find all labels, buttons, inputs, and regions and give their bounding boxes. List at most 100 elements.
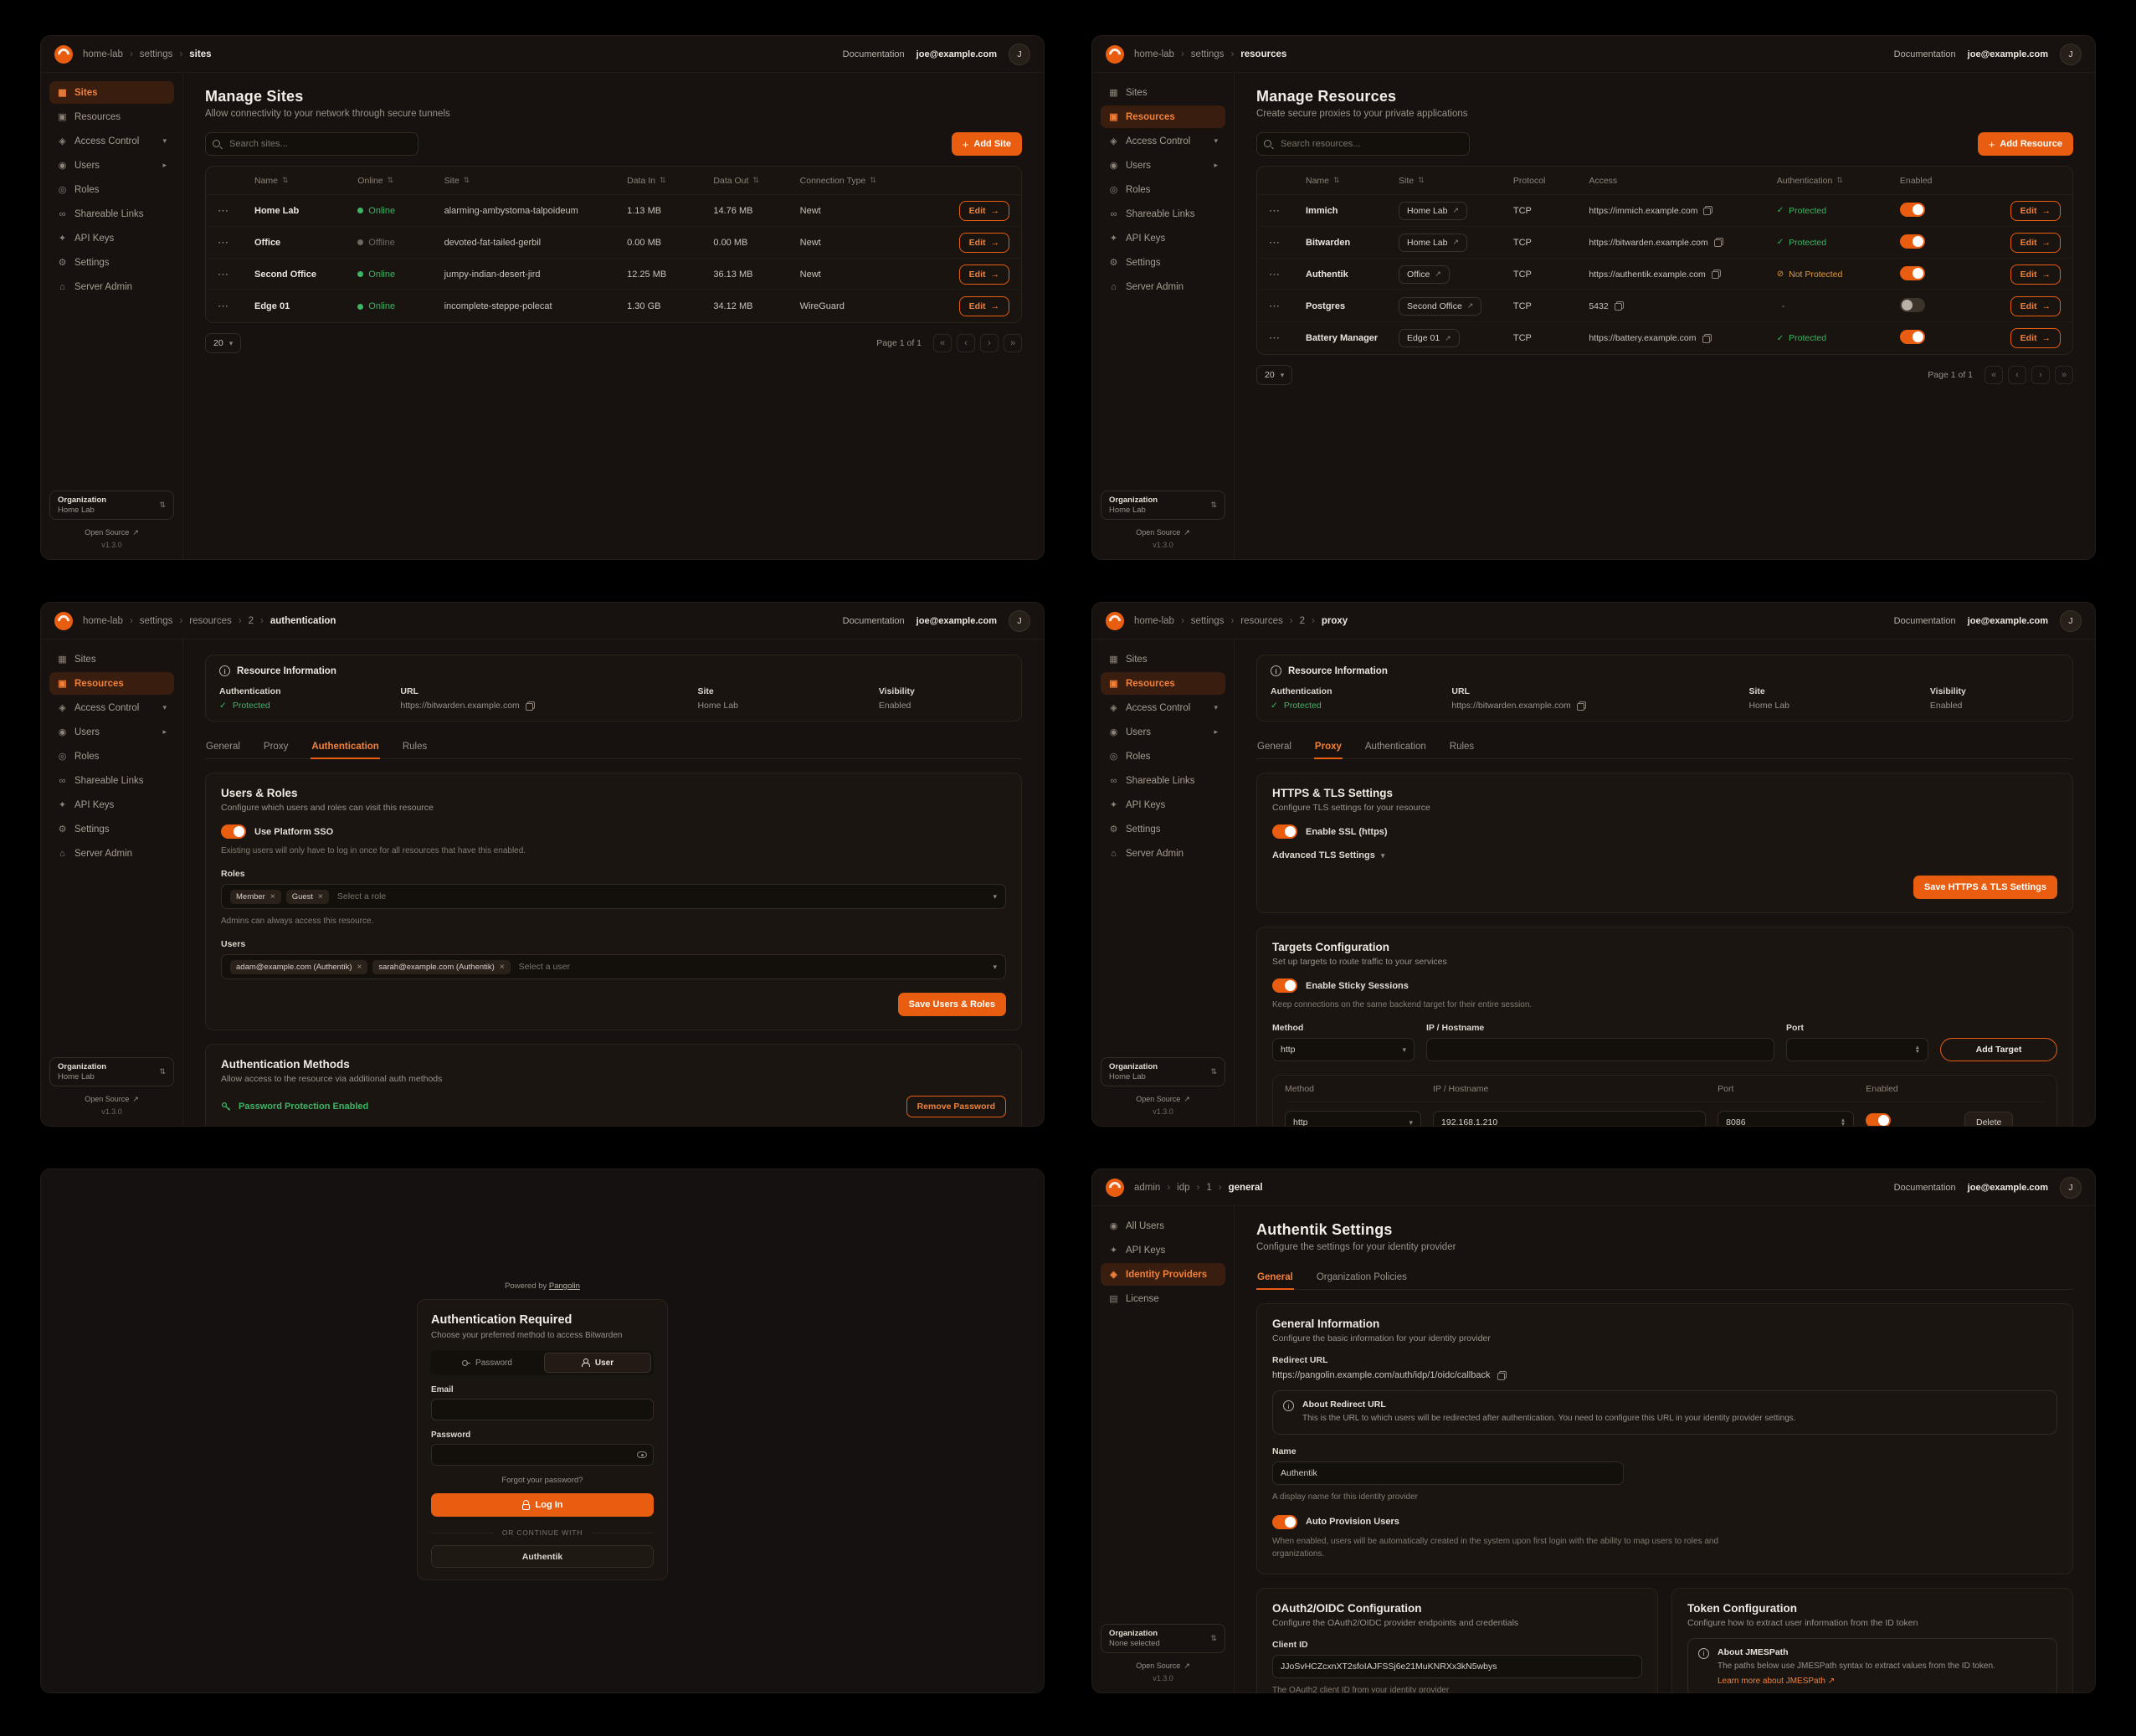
sidebar-item[interactable]: ∞ Shareable Links (1101, 769, 1225, 792)
remove-chip-icon[interactable]: × (499, 962, 505, 972)
tab[interactable]: General (1257, 742, 1291, 752)
target-method-select[interactable]: http ▾ (1285, 1111, 1422, 1126)
tab[interactable]: Proxy (263, 742, 289, 752)
copy-icon[interactable] (1614, 301, 1624, 311)
enabled-toggle[interactable] (1899, 265, 1925, 280)
breadcrumb-item[interactable]: admin (1134, 1182, 1161, 1193)
sidebar-item[interactable]: ✦ API Keys (1101, 227, 1225, 249)
enable-ssl-toggle[interactable] (1272, 824, 1297, 839)
column-header[interactable]: Name ⇅ (254, 175, 289, 186)
roles-select[interactable]: Member × Guest × Select a role ▾ (221, 884, 1006, 909)
auth-method-tab[interactable]: User (544, 1353, 651, 1373)
breadcrumb-item[interactable]: 1 (1190, 1183, 1211, 1193)
sidebar-item[interactable]: ◈ Access Control ▾ (49, 130, 174, 152)
add-target-button[interactable]: Add Target (1940, 1038, 2057, 1061)
sidebar-item[interactable]: ✦ API Keys (49, 227, 174, 249)
remove-chip-icon[interactable]: × (318, 891, 323, 901)
sidebar-item[interactable]: ▦ Sites (49, 648, 174, 670)
last-page-button[interactable]: » (2055, 366, 2073, 384)
search-input[interactable] (205, 132, 418, 156)
sidebar-item[interactable]: ◉ Users ▸ (49, 154, 174, 177)
tab[interactable]: Authentication (311, 735, 380, 759)
breadcrumb-item[interactable]: 2 (1283, 616, 1305, 626)
sidebar-item[interactable]: ◉ Users ▸ (1101, 721, 1225, 743)
avatar[interactable]: J (1009, 43, 1030, 65)
client-id-input[interactable] (1272, 1654, 1642, 1678)
sidebar-item[interactable]: ◎ Roles (1101, 745, 1225, 768)
save-users-roles-button[interactable]: Save Users & Roles (897, 993, 1006, 1016)
sidebar-item[interactable]: ◉ Users ▸ (49, 721, 174, 743)
access-url[interactable]: https://authentik.example.com (1589, 269, 1706, 280)
target-host-input[interactable] (1433, 1111, 1707, 1126)
row-menu-button[interactable]: ⋯ (218, 235, 228, 249)
enabled-toggle[interactable] (1899, 202, 1925, 217)
stepper-icon[interactable] (1841, 1118, 1846, 1126)
breadcrumb-item[interactable]: resources (172, 616, 232, 626)
sidebar-item[interactable]: ◉ Users ▸ (1101, 154, 1225, 177)
tab[interactable]: Proxy (1313, 735, 1343, 759)
open-source-link[interactable]: Open Source ↗ (1136, 528, 1190, 537)
sidebar-item[interactable]: ▦ Sites (49, 81, 174, 104)
breadcrumb-item[interactable]: home-lab (83, 49, 123, 59)
open-source-link[interactable]: Open Source ↗ (1136, 1095, 1190, 1103)
breadcrumb-item[interactable]: idp (1160, 1183, 1189, 1193)
forgot-password-link[interactable]: Forgot your password? (501, 1476, 583, 1485)
edit-button[interactable]: Edit → (2010, 328, 2061, 348)
tab[interactable]: General (206, 742, 240, 752)
row-menu-button[interactable]: ⋯ (1269, 299, 1280, 312)
sidebar-item[interactable]: ⚙ Settings (49, 251, 174, 274)
sidebar-item[interactable]: ◈ Access Control ▾ (1101, 696, 1225, 719)
copy-icon[interactable] (1576, 701, 1586, 711)
next-page-button[interactable]: › (980, 334, 999, 352)
remove-password-button[interactable]: Remove Password (906, 1096, 1006, 1117)
edit-button[interactable]: Edit → (958, 232, 1009, 253)
login-button[interactable]: Log In (431, 1493, 654, 1517)
resource-url[interactable]: https://bitwarden.example.com (400, 701, 520, 711)
advanced-tls-settings[interactable]: Advanced TLS Settings ▾ (1272, 850, 1385, 860)
method-select[interactable]: http ▾ (1272, 1038, 1415, 1061)
sidebar-item[interactable]: ◎ Roles (49, 178, 174, 201)
remove-chip-icon[interactable]: × (270, 891, 275, 901)
sidebar-item[interactable]: ⌂ Server Admin (1101, 842, 1225, 865)
next-page-button[interactable]: › (2031, 366, 2050, 384)
save-https-tls-button[interactable]: Save HTTPS & TLS Settings (1913, 876, 2057, 899)
site-link[interactable]: Office ↗ (1399, 265, 1450, 284)
sidebar-item[interactable]: ◈ Access Control ▾ (49, 696, 174, 719)
breadcrumb-item[interactable]: settings (1174, 49, 1225, 59)
column-header[interactable]: Access (1589, 175, 1618, 186)
user-email[interactable]: joe@example.com (1967, 49, 2048, 59)
pangolin-link[interactable]: Pangolin (548, 1281, 580, 1291)
column-header[interactable]: Authentication ⇅ (1776, 175, 1843, 186)
column-header[interactable]: Site ⇅ (1399, 175, 1425, 186)
sidebar-item[interactable]: ◉ All Users (1101, 1215, 1225, 1237)
documentation-link[interactable]: Documentation (842, 49, 905, 59)
column-header[interactable]: Online ⇅ (357, 175, 394, 186)
edit-button[interactable]: Edit → (958, 264, 1009, 285)
organization-selector[interactable]: Organization Home Lab ⇅ (1101, 1057, 1225, 1086)
row-menu-button[interactable]: ⋯ (218, 267, 228, 280)
redirect-url-value[interactable]: https://pangolin.example.com/auth/idp/1/… (1272, 1370, 1491, 1380)
auto-provision-toggle[interactable] (1272, 1514, 1297, 1529)
sidebar-item[interactable]: ∞ Shareable Links (49, 203, 174, 225)
tab[interactable]: Organization Policies (1316, 1272, 1407, 1282)
breadcrumb-item[interactable]: home-lab (83, 615, 123, 626)
open-source-link[interactable]: Open Source ↗ (85, 528, 139, 537)
edit-button[interactable]: Edit → (2010, 232, 2061, 253)
enabled-toggle[interactable] (1899, 297, 1925, 312)
prev-page-button[interactable]: ‹ (2008, 366, 2026, 384)
copy-icon[interactable] (1713, 238, 1723, 247)
sidebar-item[interactable]: ⌂ Server Admin (49, 275, 174, 298)
column-header[interactable]: Connection Type ⇅ (799, 175, 876, 186)
tab[interactable]: Authentication (1364, 742, 1426, 752)
sidebar-item[interactable]: ▤ License (1101, 1287, 1225, 1310)
page-size-select[interactable]: 20 ▾ (1256, 365, 1293, 385)
column-header[interactable]: Protocol (1512, 175, 1546, 186)
tab[interactable]: Rules (1449, 742, 1475, 752)
user-email[interactable]: joe@example.com (916, 615, 997, 626)
open-source-link[interactable]: Open Source ↗ (1136, 1662, 1190, 1670)
sidebar-item[interactable]: ⌂ Server Admin (1101, 275, 1225, 298)
sidebar-item[interactable]: ✦ API Keys (49, 794, 174, 816)
edit-button[interactable]: Edit → (958, 296, 1009, 316)
access-url[interactable]: https://immich.example.com (1589, 205, 1698, 216)
add-resource-button[interactable]: + Add Resource (1977, 132, 2073, 156)
